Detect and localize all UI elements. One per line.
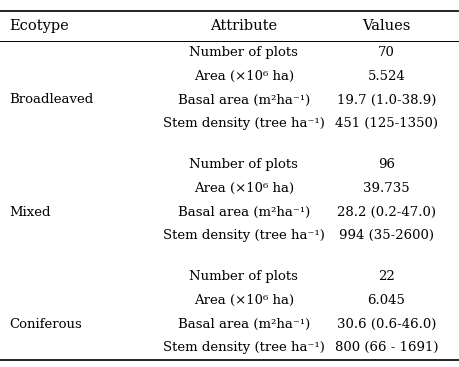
Text: 30.6 (0.6-46.0): 30.6 (0.6-46.0): [336, 317, 435, 331]
Text: 19.7 (1.0-38.9): 19.7 (1.0-38.9): [336, 94, 435, 106]
Text: Mixed: Mixed: [9, 206, 50, 218]
Text: Stem density (tree ha⁻¹): Stem density (tree ha⁻¹): [162, 117, 324, 130]
Text: Coniferous: Coniferous: [9, 317, 82, 331]
Text: 6.045: 6.045: [367, 294, 404, 307]
Text: 28.2 (0.2-47.0): 28.2 (0.2-47.0): [336, 206, 435, 218]
Text: 22: 22: [377, 270, 394, 283]
Text: Area (×10⁶ ha): Area (×10⁶ ha): [193, 294, 293, 307]
Text: Area (×10⁶ ha): Area (×10⁶ ha): [193, 70, 293, 83]
Text: Number of plots: Number of plots: [189, 270, 297, 283]
Text: 70: 70: [377, 46, 394, 59]
Text: Stem density (tree ha⁻¹): Stem density (tree ha⁻¹): [162, 341, 324, 354]
Text: 5.524: 5.524: [367, 70, 404, 83]
Text: 800 (66 - 1691): 800 (66 - 1691): [334, 341, 437, 354]
Text: 994 (35-2600): 994 (35-2600): [338, 229, 433, 242]
Text: Number of plots: Number of plots: [189, 158, 297, 171]
Text: 96: 96: [377, 158, 394, 171]
Text: Stem density (tree ha⁻¹): Stem density (tree ha⁻¹): [162, 229, 324, 242]
Text: Values: Values: [361, 19, 410, 33]
Text: Ecotype: Ecotype: [9, 19, 69, 33]
Text: 39.735: 39.735: [362, 182, 409, 195]
Text: Broadleaved: Broadleaved: [9, 94, 93, 106]
Text: Attribute: Attribute: [210, 19, 277, 33]
Text: Area (×10⁶ ha): Area (×10⁶ ha): [193, 182, 293, 195]
Text: Basal area (m²ha⁻¹): Basal area (m²ha⁻¹): [177, 317, 309, 331]
Text: Basal area (m²ha⁻¹): Basal area (m²ha⁻¹): [177, 206, 309, 218]
Text: Number of plots: Number of plots: [189, 46, 297, 59]
Text: Basal area (m²ha⁻¹): Basal area (m²ha⁻¹): [177, 94, 309, 106]
Text: 451 (125-1350): 451 (125-1350): [334, 117, 437, 130]
